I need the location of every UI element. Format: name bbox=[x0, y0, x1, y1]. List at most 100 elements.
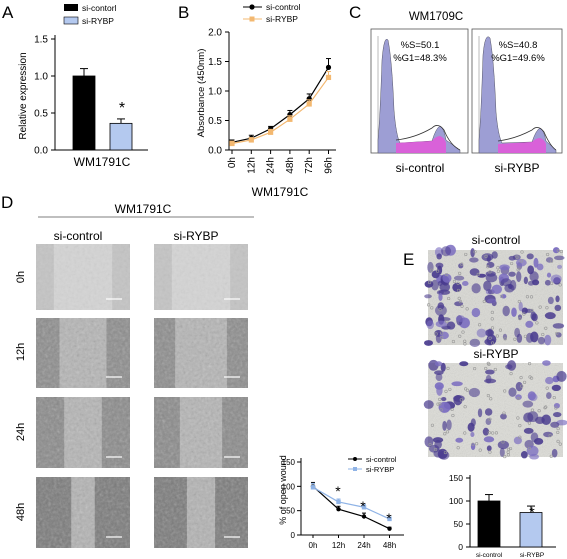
b-point-rybp-4 bbox=[306, 101, 312, 107]
e-significance: * bbox=[529, 504, 535, 520]
stained-cell bbox=[485, 273, 498, 283]
stained-cell bbox=[530, 311, 537, 321]
stained-cell bbox=[441, 246, 452, 257]
b-point-rybp-0 bbox=[229, 140, 235, 147]
membrane-pore bbox=[456, 281, 460, 285]
membrane-pore bbox=[555, 331, 559, 336]
d-xtick-label: 24h bbox=[357, 541, 370, 550]
membrane-pore bbox=[439, 408, 443, 412]
membrane-pore bbox=[461, 330, 465, 334]
d-legend-marker-rybp bbox=[353, 467, 357, 471]
d-legend-control: si-control bbox=[366, 455, 397, 464]
stained-cell bbox=[555, 332, 562, 338]
stained-cell bbox=[484, 408, 493, 416]
stained-cell bbox=[545, 376, 554, 385]
membrane-pore bbox=[558, 442, 562, 446]
d-point-control-2 bbox=[361, 514, 367, 519]
stained-cell bbox=[511, 307, 517, 317]
d-point-rybp-3 bbox=[387, 516, 392, 522]
membrane-pore bbox=[544, 326, 548, 330]
stained-cell bbox=[436, 385, 443, 396]
stained-cell bbox=[544, 334, 552, 346]
b-point-rybp-2 bbox=[268, 129, 274, 135]
stained-cell bbox=[536, 263, 544, 271]
membrane-pore bbox=[488, 270, 492, 274]
stained-cell bbox=[499, 447, 505, 457]
membrane-pore bbox=[430, 423, 435, 427]
b-legend-control: si-control bbox=[266, 2, 301, 12]
membrane-pore bbox=[465, 307, 469, 311]
membrane-pore bbox=[558, 283, 562, 287]
membrane-pore bbox=[515, 255, 519, 259]
stained-cell bbox=[427, 261, 434, 273]
stained-cell bbox=[486, 445, 492, 452]
membrane-pore bbox=[446, 366, 450, 371]
stained-cell bbox=[424, 294, 432, 299]
d-ylabel: % of open wound bbox=[278, 455, 288, 525]
b-xtick-label: 0h bbox=[227, 157, 238, 168]
a-bar-1 bbox=[109, 122, 133, 151]
stained-cell bbox=[485, 369, 495, 375]
membrane-pore bbox=[438, 402, 442, 406]
d-image-12h-1 bbox=[154, 318, 248, 388]
membrane-pore bbox=[471, 442, 475, 446]
membrane-pore bbox=[519, 375, 523, 380]
c-right-g1: %G1=49.6% bbox=[491, 53, 545, 64]
stained-cell bbox=[446, 419, 452, 431]
a-ytick-label: 0.0 bbox=[34, 146, 48, 157]
stained-cell bbox=[442, 273, 452, 283]
membrane-pore bbox=[525, 295, 530, 299]
b-point-rybp-1 bbox=[248, 137, 254, 143]
membrane-pore bbox=[518, 317, 522, 321]
stained-cell bbox=[438, 401, 451, 413]
membrane-pore bbox=[429, 268, 434, 272]
stained-cell bbox=[423, 400, 434, 409]
stained-cell bbox=[526, 253, 534, 260]
membrane-pore bbox=[490, 326, 495, 330]
membrane-pore bbox=[517, 300, 521, 304]
membrane-pore bbox=[433, 447, 438, 452]
c-title: WM1709C bbox=[409, 11, 463, 23]
stained-cell bbox=[551, 384, 561, 392]
b-line-1 bbox=[231, 77, 329, 145]
d-ytick-label: 100 bbox=[282, 482, 296, 491]
membrane-pore bbox=[530, 308, 534, 312]
membrane-pore bbox=[488, 417, 492, 421]
stained-cell bbox=[500, 278, 512, 287]
membrane-pore bbox=[519, 259, 523, 263]
e-bars bbox=[477, 494, 543, 548]
b-xtick-label: 72h bbox=[304, 157, 315, 174]
stained-cell bbox=[484, 378, 497, 384]
membrane-pore bbox=[490, 310, 494, 314]
membrane-pore bbox=[554, 406, 558, 410]
membrane-pore bbox=[451, 339, 456, 344]
membrane-pore bbox=[510, 261, 514, 266]
e-xtick-rybp: si-RYBP bbox=[520, 552, 544, 559]
membrane-pore bbox=[486, 361, 490, 365]
stained-cell bbox=[526, 445, 539, 457]
membrane-pore bbox=[490, 341, 495, 345]
stained-cell bbox=[483, 280, 492, 292]
stained-cell bbox=[515, 381, 523, 392]
stained-cell bbox=[544, 312, 556, 320]
d-point-rybp-1 bbox=[336, 499, 341, 505]
stained-cell bbox=[557, 264, 563, 269]
stained-cell bbox=[552, 323, 565, 329]
panel-letter-b: B bbox=[178, 3, 189, 22]
membrane-pore bbox=[488, 450, 492, 454]
stained-cell bbox=[551, 448, 558, 458]
d-star-12h: * bbox=[335, 483, 341, 499]
d-row-0h: 0h bbox=[15, 271, 27, 283]
d-image-12h-0 bbox=[36, 318, 130, 388]
membrane-pore bbox=[527, 362, 532, 366]
membrane-pore bbox=[476, 272, 480, 276]
a-legend-control: si-contorl bbox=[82, 3, 117, 13]
d-xtick-label: 48h bbox=[383, 541, 396, 550]
stained-cell bbox=[523, 276, 528, 285]
d-xtick-label: 12h bbox=[332, 541, 345, 550]
stained-cell bbox=[469, 257, 479, 263]
d-image-0h-1 bbox=[154, 244, 248, 310]
c-left-s: %S=50.1 bbox=[401, 40, 440, 51]
membrane-pore bbox=[535, 321, 539, 325]
